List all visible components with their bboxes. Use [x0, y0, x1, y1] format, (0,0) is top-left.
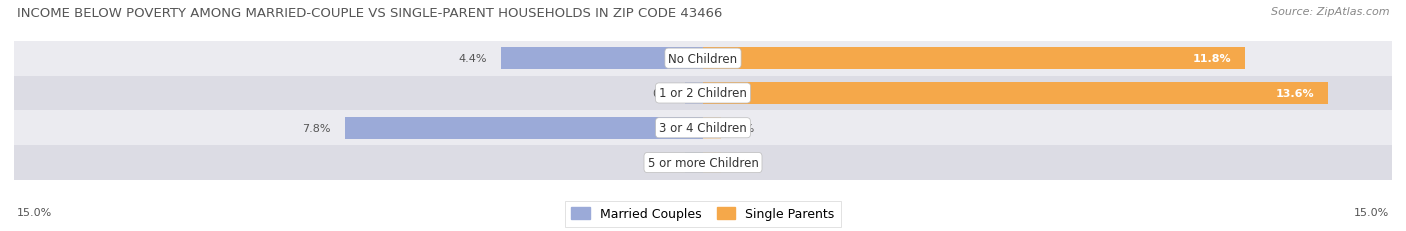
Text: 4.4%: 4.4% — [458, 54, 486, 64]
Bar — [14, 111, 1392, 146]
Legend: Married Couples, Single Parents: Married Couples, Single Parents — [565, 201, 841, 227]
Bar — [14, 76, 1392, 111]
Bar — [685, 152, 703, 174]
Bar — [703, 118, 721, 139]
Bar — [703, 83, 1327, 104]
Text: 1 or 2 Children: 1 or 2 Children — [659, 87, 747, 100]
Bar — [501, 48, 703, 70]
Text: Source: ZipAtlas.com: Source: ZipAtlas.com — [1271, 7, 1389, 17]
Text: INCOME BELOW POVERTY AMONG MARRIED-COUPLE VS SINGLE-PARENT HOUSEHOLDS IN ZIP COD: INCOME BELOW POVERTY AMONG MARRIED-COUPL… — [17, 7, 723, 20]
Bar — [685, 83, 703, 104]
Text: No Children: No Children — [668, 52, 738, 65]
Text: 0.0%: 0.0% — [652, 88, 681, 99]
Text: 3 or 4 Children: 3 or 4 Children — [659, 122, 747, 135]
Text: 15.0%: 15.0% — [1354, 207, 1389, 217]
Text: 13.6%: 13.6% — [1275, 88, 1313, 99]
Text: 11.8%: 11.8% — [1192, 54, 1232, 64]
Text: 5 or more Children: 5 or more Children — [648, 156, 758, 169]
Bar — [14, 42, 1392, 76]
Text: 0.0%: 0.0% — [725, 123, 754, 133]
Text: 7.8%: 7.8% — [302, 123, 330, 133]
Text: 15.0%: 15.0% — [17, 207, 52, 217]
Bar — [703, 48, 1244, 70]
Text: 0.0%: 0.0% — [725, 158, 754, 168]
Bar — [14, 146, 1392, 180]
Bar — [344, 118, 703, 139]
Bar — [703, 152, 721, 174]
Text: 0.0%: 0.0% — [652, 158, 681, 168]
